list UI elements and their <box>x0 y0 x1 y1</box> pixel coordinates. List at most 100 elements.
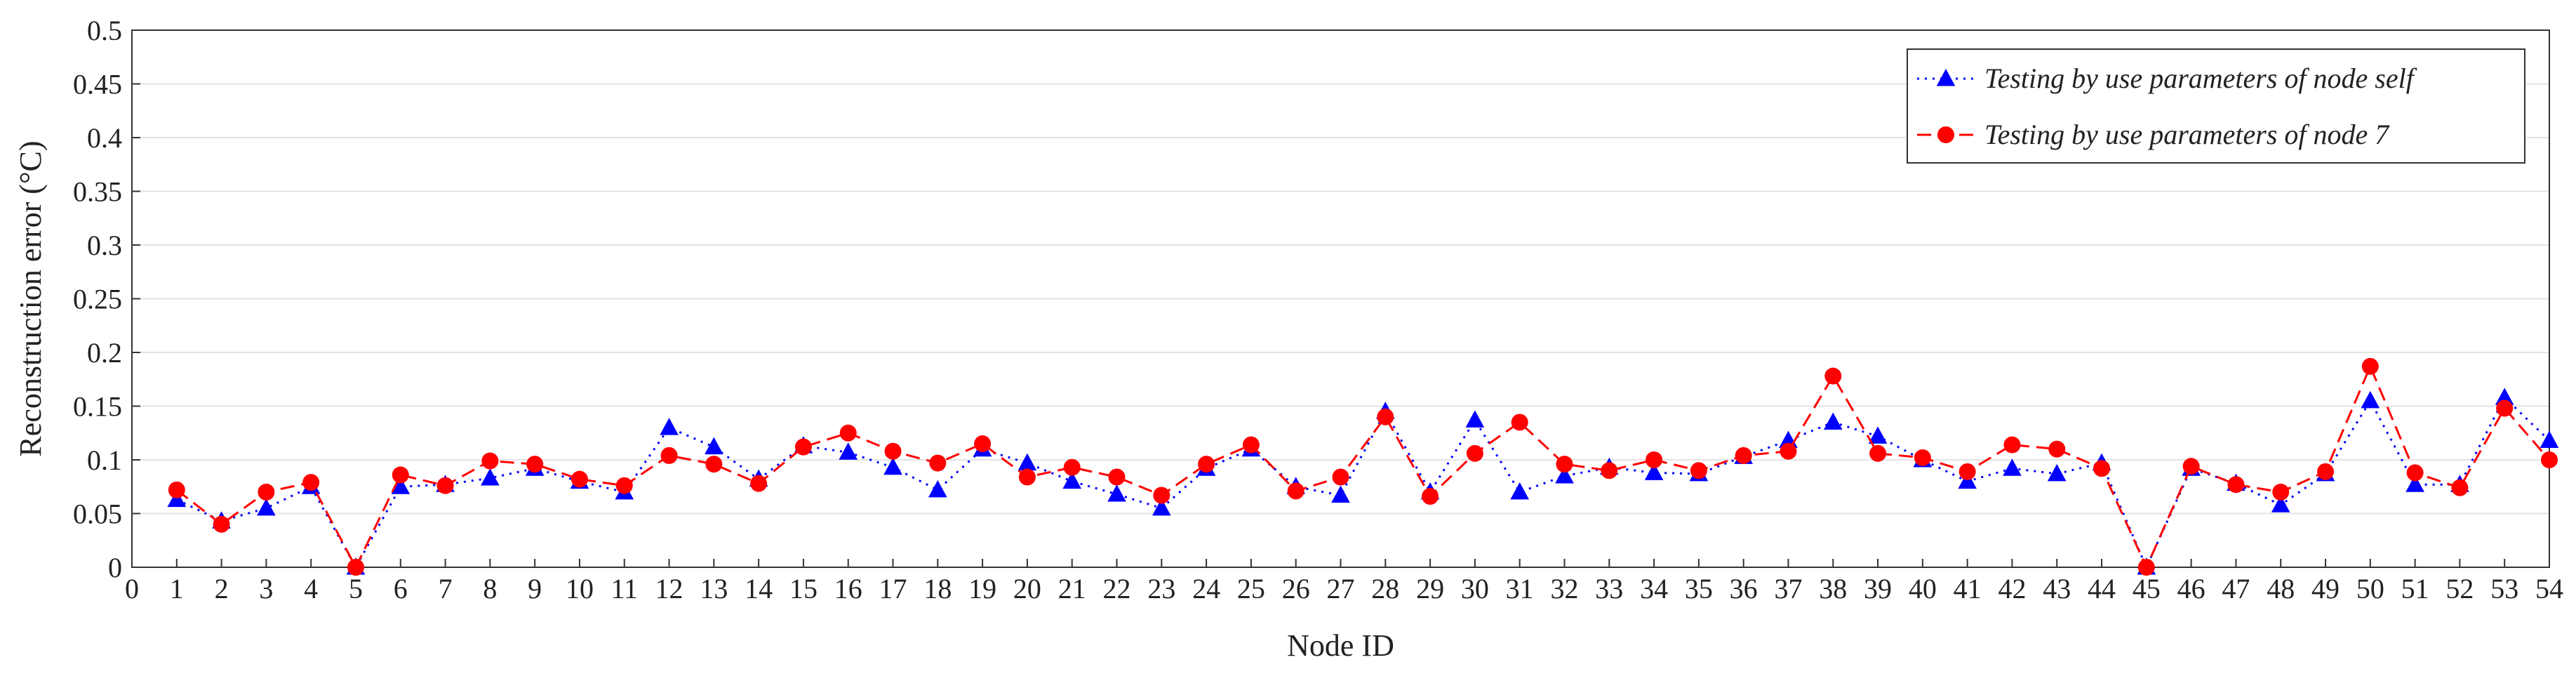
y-tick-label: 0 <box>108 552 122 583</box>
data-point-circle <box>884 442 902 460</box>
legend-circle-marker <box>1937 126 1954 143</box>
data-point-triangle <box>1868 426 1888 444</box>
x-tick-label: 7 <box>439 573 453 604</box>
data-point-circle <box>1332 468 1349 486</box>
x-tick-label: 47 <box>2222 573 2250 604</box>
x-tick-label: 29 <box>1416 573 1444 604</box>
y-tick-label: 0.25 <box>73 284 122 315</box>
y-tick-label: 0.15 <box>73 391 122 423</box>
data-point-circle <box>660 447 678 464</box>
y-tick-label: 0.1 <box>87 444 122 476</box>
data-point-circle <box>2003 436 2021 454</box>
x-tick-label: 45 <box>2133 573 2161 604</box>
x-tick-label: 35 <box>1685 573 1713 604</box>
x-tick-label: 53 <box>2490 573 2518 604</box>
x-tick-label: 0 <box>125 573 139 604</box>
x-tick-label: 48 <box>2267 573 2295 604</box>
data-point-triangle <box>705 437 723 455</box>
x-tick-label: 3 <box>259 573 273 604</box>
x-tick-label: 20 <box>1013 573 1041 604</box>
x-tick-label: 49 <box>2311 573 2340 604</box>
x-tick-label: 11 <box>611 573 639 604</box>
data-point-triangle <box>1017 453 1037 471</box>
legend-triangle-marker <box>1936 69 1956 86</box>
data-point-circle <box>258 483 275 501</box>
y-tick-label: 0.05 <box>73 498 122 530</box>
axis-ticks: 00.050.10.150.20.250.30.350.40.450.50 1 2 3… <box>73 15 2563 604</box>
data-point-circle <box>2361 357 2379 375</box>
data-point-triangle <box>1958 471 1977 489</box>
data-point-circle <box>705 456 723 473</box>
data-point-triangle <box>883 457 902 475</box>
x-tick-label: 37 <box>1774 573 1802 604</box>
x-tick-label: 54 <box>2535 573 2563 604</box>
x-tick-label: 40 <box>1909 573 1937 604</box>
data-point-circle <box>2272 483 2290 501</box>
data-point-circle <box>1869 444 1887 462</box>
data-point-triangle <box>660 418 679 435</box>
x-tick-label: 19 <box>968 573 996 604</box>
data-point-triangle <box>1644 463 1664 480</box>
data-point-circle <box>2182 458 2200 475</box>
data-point-circle <box>168 481 185 498</box>
x-tick-label: 5 <box>349 573 363 604</box>
x-tick-label: 41 <box>1954 573 1982 604</box>
legend-box <box>1907 48 2525 164</box>
x-tick-label: 44 <box>2088 573 2116 604</box>
x-tick-label: 4 <box>304 573 318 604</box>
data-point-circle <box>1646 451 1663 468</box>
y-tick-label: 0.35 <box>73 176 122 208</box>
data-point-circle <box>2227 476 2245 494</box>
data-point-circle <box>1735 447 1752 464</box>
series-node7 <box>168 357 2558 576</box>
data-point-circle <box>1377 408 1394 425</box>
data-point-triangle <box>1510 482 1529 500</box>
data-point-triangle <box>2540 430 2559 448</box>
x-tick-label: 34 <box>1640 573 1668 604</box>
x-axis-label: Node ID <box>1287 628 1394 663</box>
data-point-triangle <box>2361 390 2380 409</box>
data-point-triangle <box>2495 388 2514 405</box>
data-point-circle <box>615 477 633 494</box>
data-point-triangle <box>1062 471 1082 489</box>
data-point-circle <box>213 515 230 533</box>
x-tick-label: 22 <box>1103 573 1131 604</box>
series-line-self <box>176 395 2551 570</box>
x-tick-label: 12 <box>655 573 683 604</box>
data-point-triangle <box>2047 463 2067 482</box>
x-tick-label: 13 <box>700 573 728 604</box>
x-tick-label: 30 <box>1461 573 1489 604</box>
x-tick-label: 16 <box>834 573 862 604</box>
data-point-circle <box>481 452 499 470</box>
data-point-circle <box>1824 367 1842 385</box>
data-point-circle <box>1914 449 1931 466</box>
legend: Testing by use parameters of node self T… <box>1907 48 2525 164</box>
x-tick-label: 28 <box>1371 573 1399 604</box>
x-tick-label: 21 <box>1058 573 1086 604</box>
data-point-triangle <box>257 498 276 516</box>
x-tick-label: 2 <box>215 573 229 604</box>
y-tick-label: 0.45 <box>73 69 122 100</box>
x-tick-label: 6 <box>394 573 408 604</box>
data-point-circle <box>1690 462 1707 480</box>
data-point-circle <box>2137 559 2155 576</box>
y-tick-label: 0.2 <box>87 337 122 369</box>
data-point-circle <box>1153 487 1170 504</box>
data-point-circle <box>392 466 409 484</box>
data-point-circle <box>570 470 588 488</box>
x-tick-label: 33 <box>1595 573 1623 604</box>
x-tick-label: 23 <box>1147 573 1175 604</box>
x-tick-label: 42 <box>1998 573 2026 604</box>
data-point-circle <box>1556 456 1573 473</box>
data-point-circle <box>2317 463 2335 480</box>
data-point-triangle <box>839 442 858 460</box>
series-self <box>167 388 2559 575</box>
x-tick-label: 26 <box>1282 573 1310 604</box>
data-point-circle <box>2451 479 2469 496</box>
data-point-triangle <box>167 489 187 508</box>
series-group <box>167 357 2559 576</box>
legend-label-self: Testing by use parameters of node self <box>1984 62 2417 94</box>
data-point-triangle <box>481 468 500 486</box>
data-point-circle <box>794 438 812 456</box>
x-tick-label: 17 <box>879 573 907 604</box>
